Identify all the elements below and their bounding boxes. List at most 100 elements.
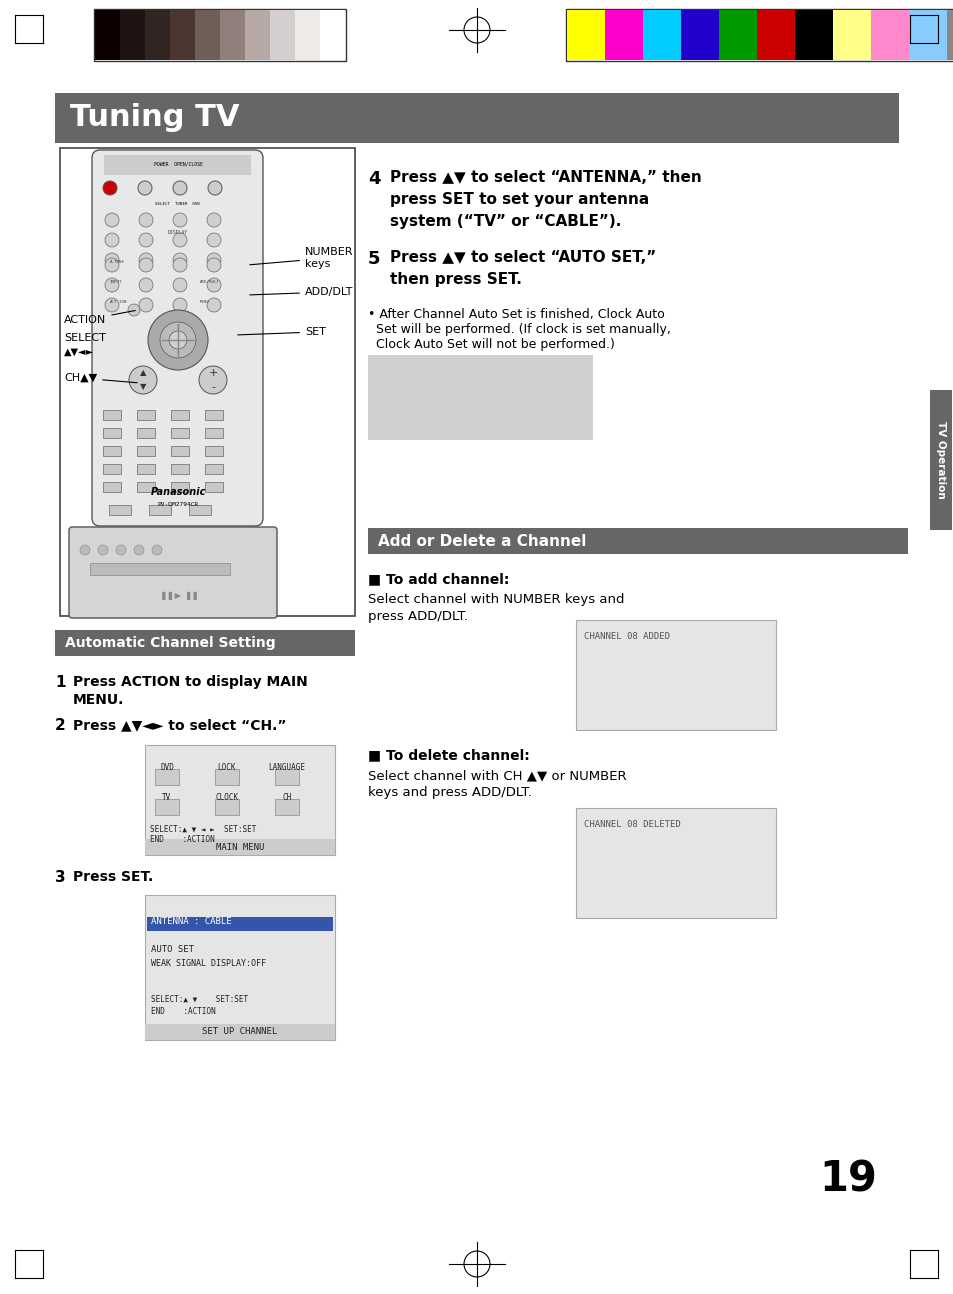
Bar xyxy=(929,389,951,531)
Text: Tuning TV: Tuning TV xyxy=(70,104,239,132)
Circle shape xyxy=(105,258,119,272)
Polygon shape xyxy=(929,509,951,531)
Bar xyxy=(719,10,757,60)
Text: AUTO SET: AUTO SET xyxy=(151,945,193,954)
Circle shape xyxy=(207,258,221,272)
Text: TV: TV xyxy=(162,792,172,801)
Circle shape xyxy=(207,278,221,292)
Text: Clock Auto Set will not be performed.): Clock Auto Set will not be performed.) xyxy=(375,338,615,351)
Text: ■ To delete channel:: ■ To delete channel: xyxy=(368,748,529,762)
Text: -: - xyxy=(211,382,214,392)
Circle shape xyxy=(199,366,227,393)
Text: CH▲▼: CH▲▼ xyxy=(64,373,137,383)
Circle shape xyxy=(160,322,195,358)
Text: SELECT  TUNER  DVD: SELECT TUNER DVD xyxy=(155,202,200,206)
Bar xyxy=(205,465,223,474)
FancyBboxPatch shape xyxy=(91,150,263,525)
Circle shape xyxy=(148,311,208,370)
Bar xyxy=(137,465,154,474)
Bar xyxy=(319,10,345,60)
Text: 2: 2 xyxy=(55,718,66,732)
Bar xyxy=(104,155,251,175)
Text: WEAK SIGNAL DISPLAY:OFF: WEAK SIGNAL DISPLAY:OFF xyxy=(151,959,266,968)
Text: MENU.: MENU. xyxy=(73,694,124,707)
Bar xyxy=(147,917,333,930)
Text: A-TUNE: A-TUNE xyxy=(110,260,125,264)
Circle shape xyxy=(172,181,187,195)
Circle shape xyxy=(169,331,187,349)
Text: keys and press ADD/DLT.: keys and press ADD/DLT. xyxy=(368,785,532,798)
Circle shape xyxy=(139,278,152,292)
Text: DVD: DVD xyxy=(160,762,173,771)
Text: Press ▲▼◄► to select “CH.”: Press ▲▼◄► to select “CH.” xyxy=(73,718,286,732)
Circle shape xyxy=(129,366,157,393)
Circle shape xyxy=(207,214,221,226)
Circle shape xyxy=(172,258,187,272)
Bar xyxy=(270,10,294,60)
Bar xyxy=(245,10,270,60)
Circle shape xyxy=(152,545,162,555)
FancyBboxPatch shape xyxy=(69,527,276,619)
Text: CH: CH xyxy=(282,792,292,801)
Text: LOCK: LOCK xyxy=(217,762,236,771)
Bar xyxy=(294,10,319,60)
Text: Select channel with NUMBER keys and: Select channel with NUMBER keys and xyxy=(368,593,624,606)
Text: ■ To add channel:: ■ To add channel: xyxy=(368,572,509,586)
Circle shape xyxy=(98,545,108,555)
Bar xyxy=(194,10,220,60)
Bar xyxy=(220,10,245,60)
Text: +: + xyxy=(208,367,217,378)
Bar xyxy=(171,410,189,421)
Circle shape xyxy=(80,545,90,555)
Text: 3: 3 xyxy=(55,870,66,885)
Text: LANGUAGE: LANGUAGE xyxy=(268,762,305,771)
Bar xyxy=(109,505,131,515)
Circle shape xyxy=(128,304,140,316)
Text: DISPLAY: DISPLAY xyxy=(168,229,188,234)
Text: ▐▐ ▶ ▐▐: ▐▐ ▶ ▐▐ xyxy=(159,590,196,599)
Bar xyxy=(103,428,121,437)
Circle shape xyxy=(105,298,119,312)
Circle shape xyxy=(105,278,119,292)
Circle shape xyxy=(208,181,222,195)
Bar xyxy=(145,745,335,855)
Text: INPUT: INPUT xyxy=(110,280,122,283)
Circle shape xyxy=(139,258,152,272)
Text: SELECT: SELECT xyxy=(64,333,106,343)
Bar xyxy=(576,807,775,917)
Circle shape xyxy=(172,254,187,267)
Text: Select channel with CH ▲▼ or NUMBER: Select channel with CH ▲▼ or NUMBER xyxy=(368,769,626,782)
Bar xyxy=(205,428,223,437)
Bar xyxy=(137,428,154,437)
Text: press SET to set your antenna: press SET to set your antenna xyxy=(390,192,649,207)
Circle shape xyxy=(207,298,221,312)
Text: SELECT:▲ ▼    SET:SET: SELECT:▲ ▼ SET:SET xyxy=(151,995,248,1004)
Circle shape xyxy=(139,233,152,247)
Bar xyxy=(149,505,171,515)
Circle shape xyxy=(105,254,119,267)
Circle shape xyxy=(105,233,119,247)
Bar xyxy=(794,10,832,60)
Bar xyxy=(103,481,121,492)
Text: Press ▲▼ to select “ANTENNA,” then: Press ▲▼ to select “ANTENNA,” then xyxy=(390,170,701,185)
Circle shape xyxy=(103,181,117,195)
Circle shape xyxy=(116,545,126,555)
Bar xyxy=(189,505,211,515)
Bar xyxy=(368,528,907,554)
Circle shape xyxy=(133,545,144,555)
Circle shape xyxy=(172,233,187,247)
Text: SELECT:▲ ▼ ◄ ►  SET:SET: SELECT:▲ ▼ ◄ ► SET:SET xyxy=(150,826,256,835)
Text: 1: 1 xyxy=(55,675,66,690)
Bar xyxy=(757,10,794,60)
Bar xyxy=(145,895,335,1040)
Bar xyxy=(171,465,189,474)
Text: ADD/DLT: ADD/DLT xyxy=(250,287,353,298)
Circle shape xyxy=(172,298,187,312)
Bar xyxy=(103,446,121,455)
Bar xyxy=(170,10,194,60)
Circle shape xyxy=(105,214,119,226)
Text: CLOCK: CLOCK xyxy=(215,792,238,801)
Text: ▲: ▲ xyxy=(139,369,146,378)
Text: TV Operation: TV Operation xyxy=(935,421,945,499)
Text: Set will be performed. (If clock is set manually,: Set will be performed. (If clock is set … xyxy=(375,324,670,336)
